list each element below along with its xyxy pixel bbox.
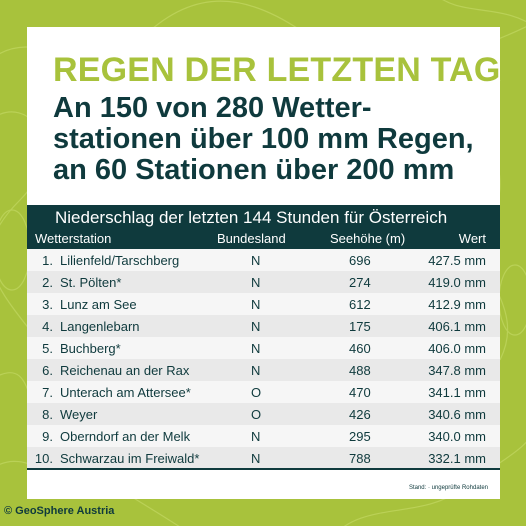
row-state: N: [251, 363, 261, 378]
row-value: 412.9 mm: [428, 297, 486, 312]
row-station: Langenlebarn: [60, 319, 140, 334]
row-station: Buchberg*: [60, 341, 121, 356]
header-state: Bundesland: [217, 231, 286, 246]
row-value: 427.5 mm: [428, 253, 486, 268]
row-state: N: [251, 275, 261, 290]
row-rank: 3.: [42, 297, 53, 312]
row-elevation: 488: [349, 363, 371, 378]
row-state: N: [251, 253, 261, 268]
table-row: 8. Weyer O 426 340.6 mm: [27, 403, 500, 425]
row-elevation: 426: [349, 407, 371, 422]
row-rank: 6.: [42, 363, 53, 378]
table-row: 9. Oberndorf an der Melk N 295 340.0 mm: [27, 425, 500, 447]
row-state: N: [251, 451, 261, 466]
table-row: 7. Unterach am Attersee* O 470 341.1 mm: [27, 381, 500, 403]
table-row: 4. Langenlebarn N 175 406.1 mm: [27, 315, 500, 337]
row-elevation: 788: [349, 451, 371, 466]
credit: © GeoSphere Austria: [4, 505, 115, 517]
row-state: N: [251, 319, 261, 334]
row-rank: 4.: [42, 319, 53, 334]
header-value: Wert: [458, 231, 486, 246]
row-elevation: 470: [349, 385, 371, 400]
row-elevation: 612: [349, 297, 371, 312]
row-elevation: 696: [349, 253, 371, 268]
row-state: O: [251, 385, 262, 400]
row-rank: 1.: [42, 253, 53, 268]
row-station: Reichenau an der Rax: [60, 363, 190, 378]
row-value: 332.1 mm: [428, 451, 486, 466]
row-station: Weyer: [60, 407, 98, 422]
headline: An 150 von 280 Wetter- stationen über 10…: [53, 92, 474, 186]
info-card: REGEN DER LETZTEN TAGE An 150 von 280 We…: [27, 27, 524, 499]
row-rank: 2.: [42, 275, 53, 290]
table-row: 2. St. Pölten* N 274 419.0 mm: [27, 271, 500, 293]
header-station: Wetterstation: [35, 231, 112, 246]
footnote: Stand: · ungeprüfte Rohdaten: [408, 485, 488, 491]
row-rank: 8.: [42, 407, 53, 422]
row-station: Lunz am See: [60, 297, 137, 312]
row-value: 347.8 mm: [428, 363, 486, 378]
row-elevation: 295: [349, 429, 371, 444]
row-station: Unterach am Attersee*: [60, 385, 191, 400]
table-row: 6. Reichenau an der Rax N 488 347.8 mm: [27, 359, 500, 381]
row-state: N: [251, 297, 261, 312]
row-rank: 9.: [42, 429, 53, 444]
row-value: 406.1 mm: [428, 319, 486, 334]
row-value: 340.6 mm: [428, 407, 486, 422]
row-elevation: 175: [349, 319, 371, 334]
row-rank: 5.: [42, 341, 53, 356]
row-value: 340.0 mm: [428, 429, 486, 444]
row-value: 341.1 mm: [428, 385, 486, 400]
row-state: N: [251, 341, 261, 356]
row-value: 419.0 mm: [428, 275, 486, 290]
table-title: Niederschlag der letzten 144 Stunden für…: [55, 208, 448, 227]
table-row: 10. Schwarzau im Freiwald* N 788 332.1 mm: [27, 447, 500, 469]
row-rank: 10.: [34, 451, 53, 466]
table-row: 3. Lunz am See N 612 412.9 mm: [27, 293, 500, 315]
header-elevation: Seehöhe (m): [330, 231, 406, 246]
row-elevation: 274: [349, 275, 371, 290]
table-row: 5. Buchberg* N 460 406.0 mm: [27, 337, 500, 359]
row-station: Schwarzau im Freiwald*: [60, 451, 200, 466]
table-header: Niederschlag der letzten 144 Stunden für…: [27, 205, 500, 249]
row-state: N: [251, 429, 261, 444]
row-state: O: [251, 407, 262, 422]
row-station: Lilienfeld/Tarschberg: [60, 253, 180, 268]
row-station: St. Pölten*: [60, 275, 122, 290]
table-bottom-rule: [27, 468, 500, 470]
row-rank: 7.: [42, 385, 53, 400]
table-row: 1. Lilienfeld/Tarschberg N 696 427.5 mm: [27, 249, 500, 271]
row-station: Oberndorf an der Melk: [60, 429, 191, 444]
row-value: 406.0 mm: [428, 341, 486, 356]
row-elevation: 460: [349, 341, 371, 356]
kicker-title: REGEN DER LETZTEN TAGE: [53, 51, 524, 89]
